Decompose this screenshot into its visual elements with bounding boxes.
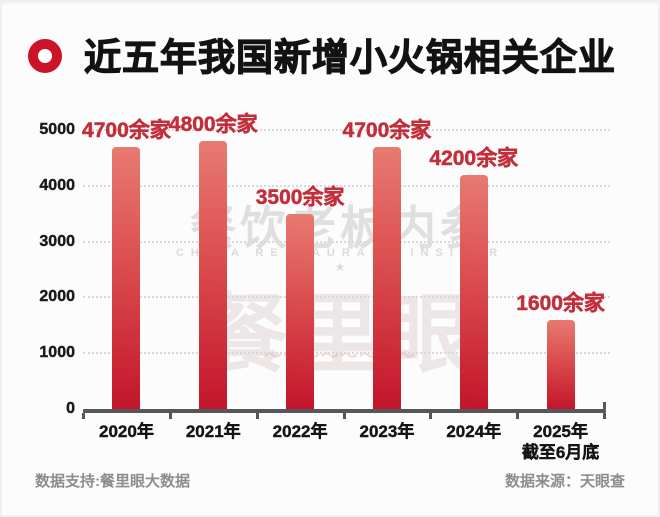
y-axis-label-1000: 1000 (39, 344, 75, 362)
x-axis-sublabel: 截至6月底 (521, 443, 600, 462)
watermark-brand-en: CHINA RESTAURANT INSIDER (175, 247, 505, 259)
x-axis-line (83, 409, 606, 413)
x-axis-label-2025年: 2025年 截至6月底 (507, 421, 614, 463)
x-axis-label-2021年: 2021年 (185, 422, 241, 441)
x-axis-tick (516, 413, 520, 419)
data-source-credit: 数据来源：天眼查 (504, 473, 625, 490)
x-axis-end-cap (603, 402, 606, 409)
bar-2024年 (459, 174, 488, 409)
gridline-5000 (83, 129, 610, 131)
bar-2021年 (199, 141, 228, 409)
y-axis-label-0: 0 (66, 400, 75, 417)
bar-value-label: 4700余家 (342, 118, 432, 142)
bar-value-label: 4800余家 (168, 113, 258, 137)
bar-value-label: 1600余家 (516, 291, 605, 315)
bar-2025年 (546, 319, 575, 409)
bar-2023年 (372, 146, 401, 409)
bar-value-label: 4700余家 (82, 118, 171, 142)
gridline-3000 (83, 240, 610, 243)
page-title: 近五年我国新增小火锅相关企业 (83, 36, 616, 78)
x-axis-tick (342, 413, 346, 419)
x-axis-tick (255, 413, 259, 419)
x-axis-label-2020年: 2020年 (99, 422, 154, 441)
x-axis-tick (168, 413, 172, 419)
data-support-credit: 数据支持:餐里眼大数据 (35, 473, 190, 490)
watermark-star-icon: ★ (334, 260, 346, 274)
x-axis-tick (603, 413, 606, 419)
bar-value-label: 3500余家 (255, 185, 345, 209)
x-axis-tick (82, 413, 85, 419)
y-axis-label-4000: 4000 (39, 176, 75, 194)
gridline-4000 (83, 184, 610, 187)
y-axis-label-2000: 2000 (39, 288, 75, 306)
bar-2020年 (112, 146, 141, 409)
x-axis-label-2023年: 2023年 (359, 422, 415, 441)
bar-value-label: 4200余家 (429, 146, 519, 170)
bar-2022年 (286, 213, 315, 409)
x-axis-label-2024年: 2024年 (446, 422, 502, 441)
gridline-2000 (83, 296, 610, 299)
y-axis-label-3000: 3000 (39, 232, 75, 250)
y-axis-label-5000: 5000 (39, 121, 75, 138)
x-axis-tick (429, 413, 433, 419)
brand-ring-icon (28, 39, 62, 73)
x-axis-label-2022年: 2022年 (272, 422, 328, 441)
gridline-1000 (83, 352, 610, 355)
